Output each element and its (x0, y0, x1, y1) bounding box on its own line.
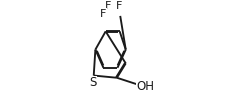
Text: OH: OH (137, 80, 155, 93)
Text: F: F (116, 1, 122, 11)
Text: F: F (100, 9, 106, 19)
Text: F: F (105, 1, 111, 11)
Text: S: S (89, 76, 97, 89)
